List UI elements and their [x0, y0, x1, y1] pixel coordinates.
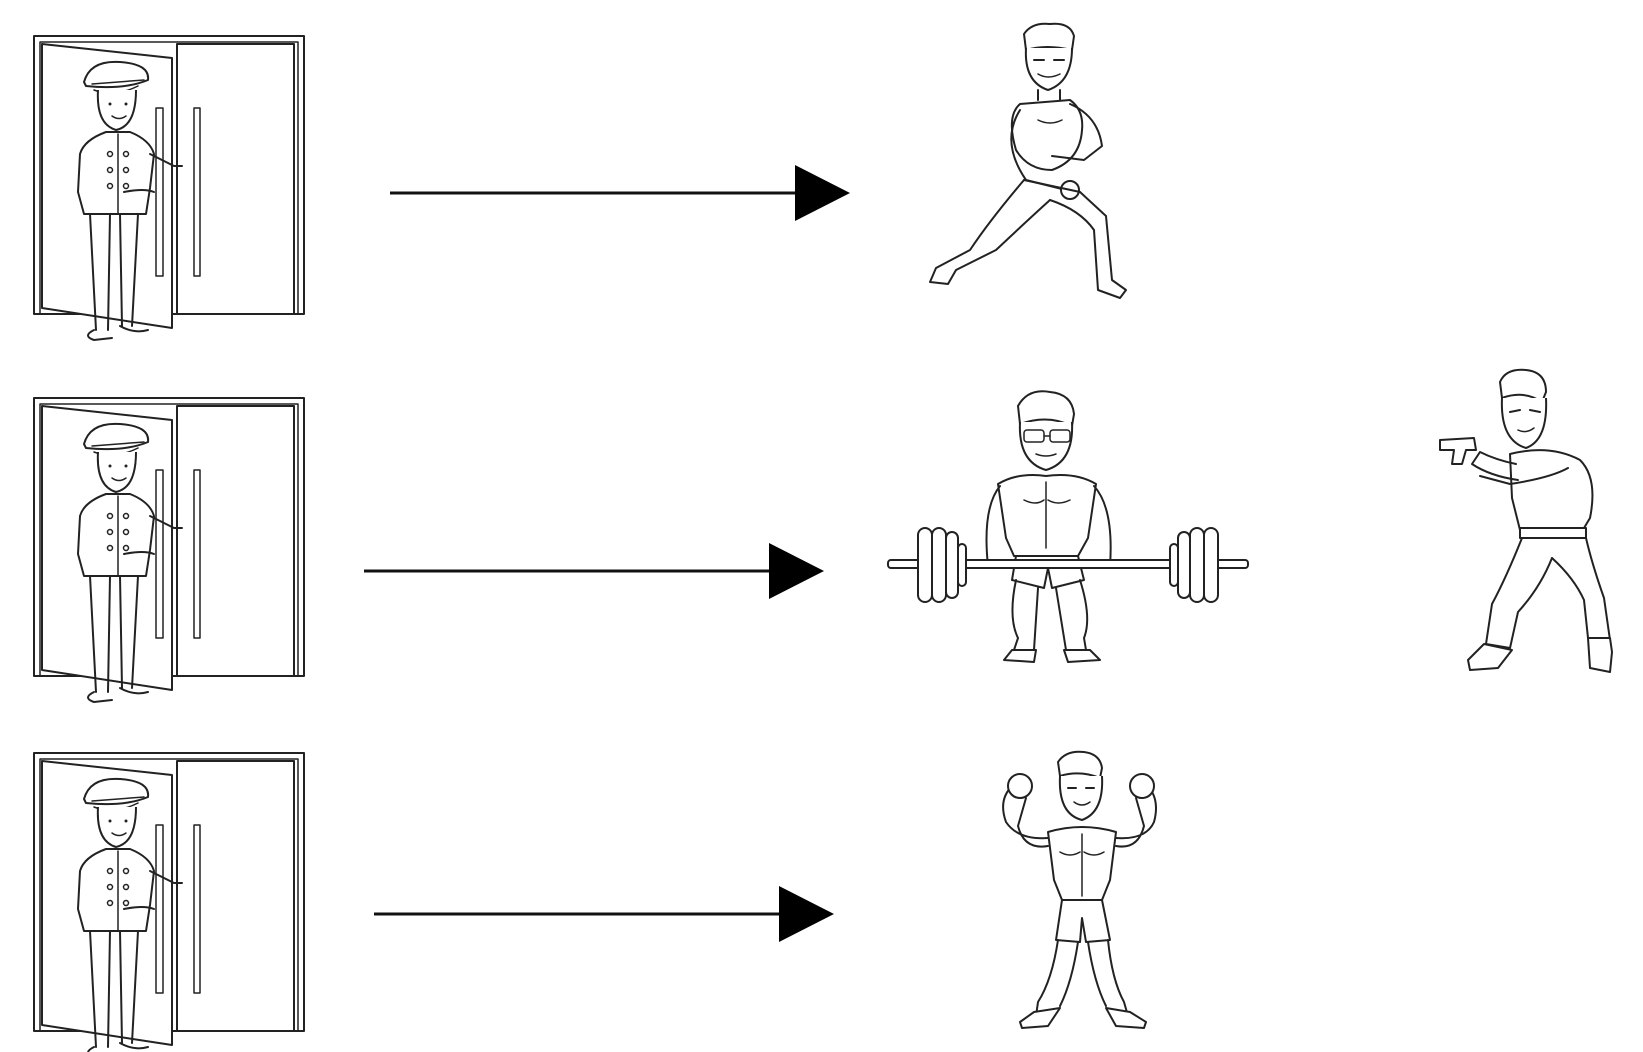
- arrow-icon: [388, 163, 852, 223]
- martial-artist-icon: [929, 22, 1127, 299]
- doorman-icon: [33, 397, 305, 703]
- doorman-icon: [33, 752, 305, 1052]
- bodybuilder-icon: [1002, 750, 1157, 1029]
- gunman-icon: [1439, 368, 1613, 673]
- arrow-icon: [372, 884, 836, 944]
- doorman-icon: [33, 35, 305, 341]
- weightlifter-icon: [887, 390, 1249, 663]
- arrow-icon: [362, 541, 826, 601]
